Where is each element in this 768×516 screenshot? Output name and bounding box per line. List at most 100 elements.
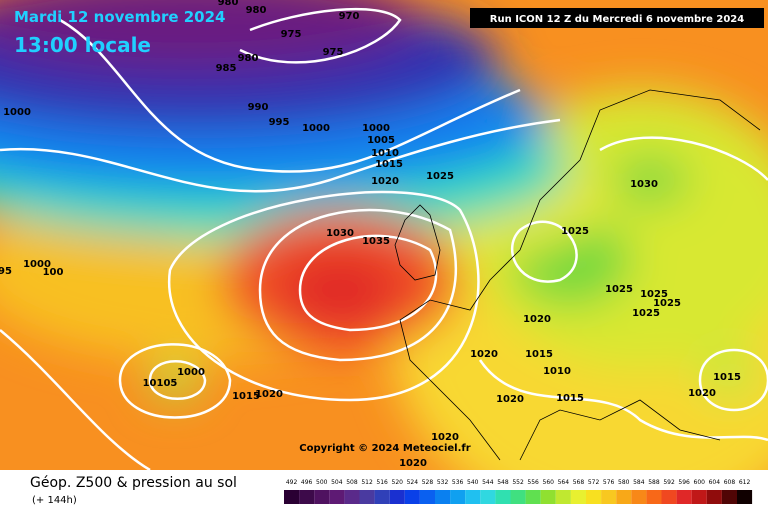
isobar-label: 990 xyxy=(248,102,269,113)
scale-label: 536 xyxy=(452,479,464,486)
isobar-label: 985 xyxy=(216,63,237,74)
scale-swatch xyxy=(480,490,496,504)
time: 13:00 locale xyxy=(14,33,151,57)
scale-swatch xyxy=(284,490,300,504)
scale-label: 572 xyxy=(588,479,600,486)
scale-label: 516 xyxy=(376,479,388,486)
isobar-label: 980 xyxy=(238,53,259,64)
scale-label: 556 xyxy=(527,479,539,486)
isobar-label: 1025 xyxy=(640,289,668,300)
isobar-label: 1015 xyxy=(375,159,403,170)
footer-title: Géop. Z500 & pression au sol xyxy=(30,475,237,491)
isobar-label: 1030 xyxy=(326,228,354,239)
scale-label: 596 xyxy=(678,479,690,486)
isobar-label: 1020 xyxy=(688,388,716,399)
scale-swatch xyxy=(646,490,662,504)
date: Mardi 12 novembre 2024 xyxy=(14,8,226,26)
scale-label: 532 xyxy=(437,479,449,486)
scale-swatch xyxy=(359,490,375,504)
scale-label: 496 xyxy=(301,479,313,486)
scale-label: 568 xyxy=(573,479,585,486)
isobar-label: 1020 xyxy=(399,458,427,469)
isobars xyxy=(0,7,768,470)
scale-swatch xyxy=(450,490,466,504)
scale-label: 520 xyxy=(392,479,404,486)
isobar-label: 1025 xyxy=(632,308,660,319)
isobar-label: 1015 xyxy=(525,349,553,360)
isobar-label: 1005 xyxy=(367,135,395,146)
scale-swatch xyxy=(661,490,677,504)
isobar-label: 1020 xyxy=(431,432,459,443)
scale-label: 600 xyxy=(694,479,706,486)
isobar-label: 995 xyxy=(269,117,290,128)
isobar-label: 1030 xyxy=(630,179,658,190)
scale-label: 528 xyxy=(422,479,434,486)
scale-label: 492 xyxy=(286,479,298,486)
scale-swatch xyxy=(465,490,481,504)
isobar-label: 1025 xyxy=(426,171,454,182)
scale-label: 544 xyxy=(482,479,494,486)
isobar-label: 1000 xyxy=(177,367,205,378)
isobar-label: 1025 xyxy=(653,298,681,309)
scale-label: 504 xyxy=(331,479,343,486)
isobar-label: 1020 xyxy=(371,176,399,187)
scale-label: 576 xyxy=(603,479,615,486)
isobar-label: 1035 xyxy=(362,236,390,247)
scale-label: 588 xyxy=(648,479,660,486)
scale-label: 508 xyxy=(346,479,358,486)
isobar-label: 1025 xyxy=(561,226,589,237)
scale-label: 604 xyxy=(709,479,721,486)
coastlines xyxy=(394,89,761,461)
isobar-label: 10105 xyxy=(143,378,178,389)
isobar-label: 1020 xyxy=(470,349,498,360)
scale-label: 548 xyxy=(497,479,509,486)
scale-swatch xyxy=(435,490,451,504)
scale-swatch xyxy=(631,490,647,504)
scale-label: 540 xyxy=(467,479,479,486)
isobar-label: 95 xyxy=(0,266,12,277)
scale-swatch xyxy=(601,490,617,504)
run-info: Run ICON 12 Z du Mercredi 6 novembre 202… xyxy=(490,14,744,25)
scale-swatch xyxy=(555,490,571,504)
isobar-label: 980 xyxy=(246,5,267,16)
scale-label: 608 xyxy=(724,479,736,486)
scale-label: 560 xyxy=(543,479,555,486)
scale-swatch xyxy=(676,490,692,504)
scale-label: 592 xyxy=(663,479,675,486)
isobar-label: 1010 xyxy=(371,148,399,159)
scale-label: 552 xyxy=(512,479,524,486)
isobar-label: 1000 xyxy=(3,107,31,118)
scale-swatch xyxy=(721,490,737,504)
isobar-label: 1015 xyxy=(713,372,741,383)
isobar-label: 975 xyxy=(323,47,344,58)
scale-label: 524 xyxy=(407,479,419,486)
isobar-label: 1000 xyxy=(302,123,330,134)
isobar-label: 1000 xyxy=(362,123,390,134)
scale-label: 612 xyxy=(739,479,751,486)
scale-swatch xyxy=(586,490,602,504)
isobar-label: 1010 xyxy=(543,366,571,377)
scale-swatch xyxy=(314,490,330,504)
isobar-label: 975 xyxy=(281,29,302,40)
isobar-label: 980 xyxy=(218,0,239,8)
isobar-label: 1025 xyxy=(605,284,633,295)
scale-swatch xyxy=(525,490,541,504)
scale-swatch xyxy=(404,490,420,504)
color-scale: 492 496 500 504 508 512 516 520 524 528 532 536 540 5… xyxy=(284,479,753,504)
scale-label: 512 xyxy=(361,479,373,486)
scale-swatch xyxy=(570,490,586,504)
lead-time: (+ 144h) xyxy=(32,495,77,506)
isobar-label: 970 xyxy=(339,11,360,22)
scale-swatch xyxy=(329,490,345,504)
scale-label: 580 xyxy=(618,479,630,486)
isobar-label: 100 xyxy=(43,267,64,278)
scale-swatch xyxy=(706,490,722,504)
scale-swatch xyxy=(616,490,632,504)
isobar-label: 1015 xyxy=(556,393,584,404)
scale-swatch xyxy=(510,490,526,504)
isobar-label: 1015 xyxy=(232,391,260,402)
scale-swatch xyxy=(419,490,435,504)
